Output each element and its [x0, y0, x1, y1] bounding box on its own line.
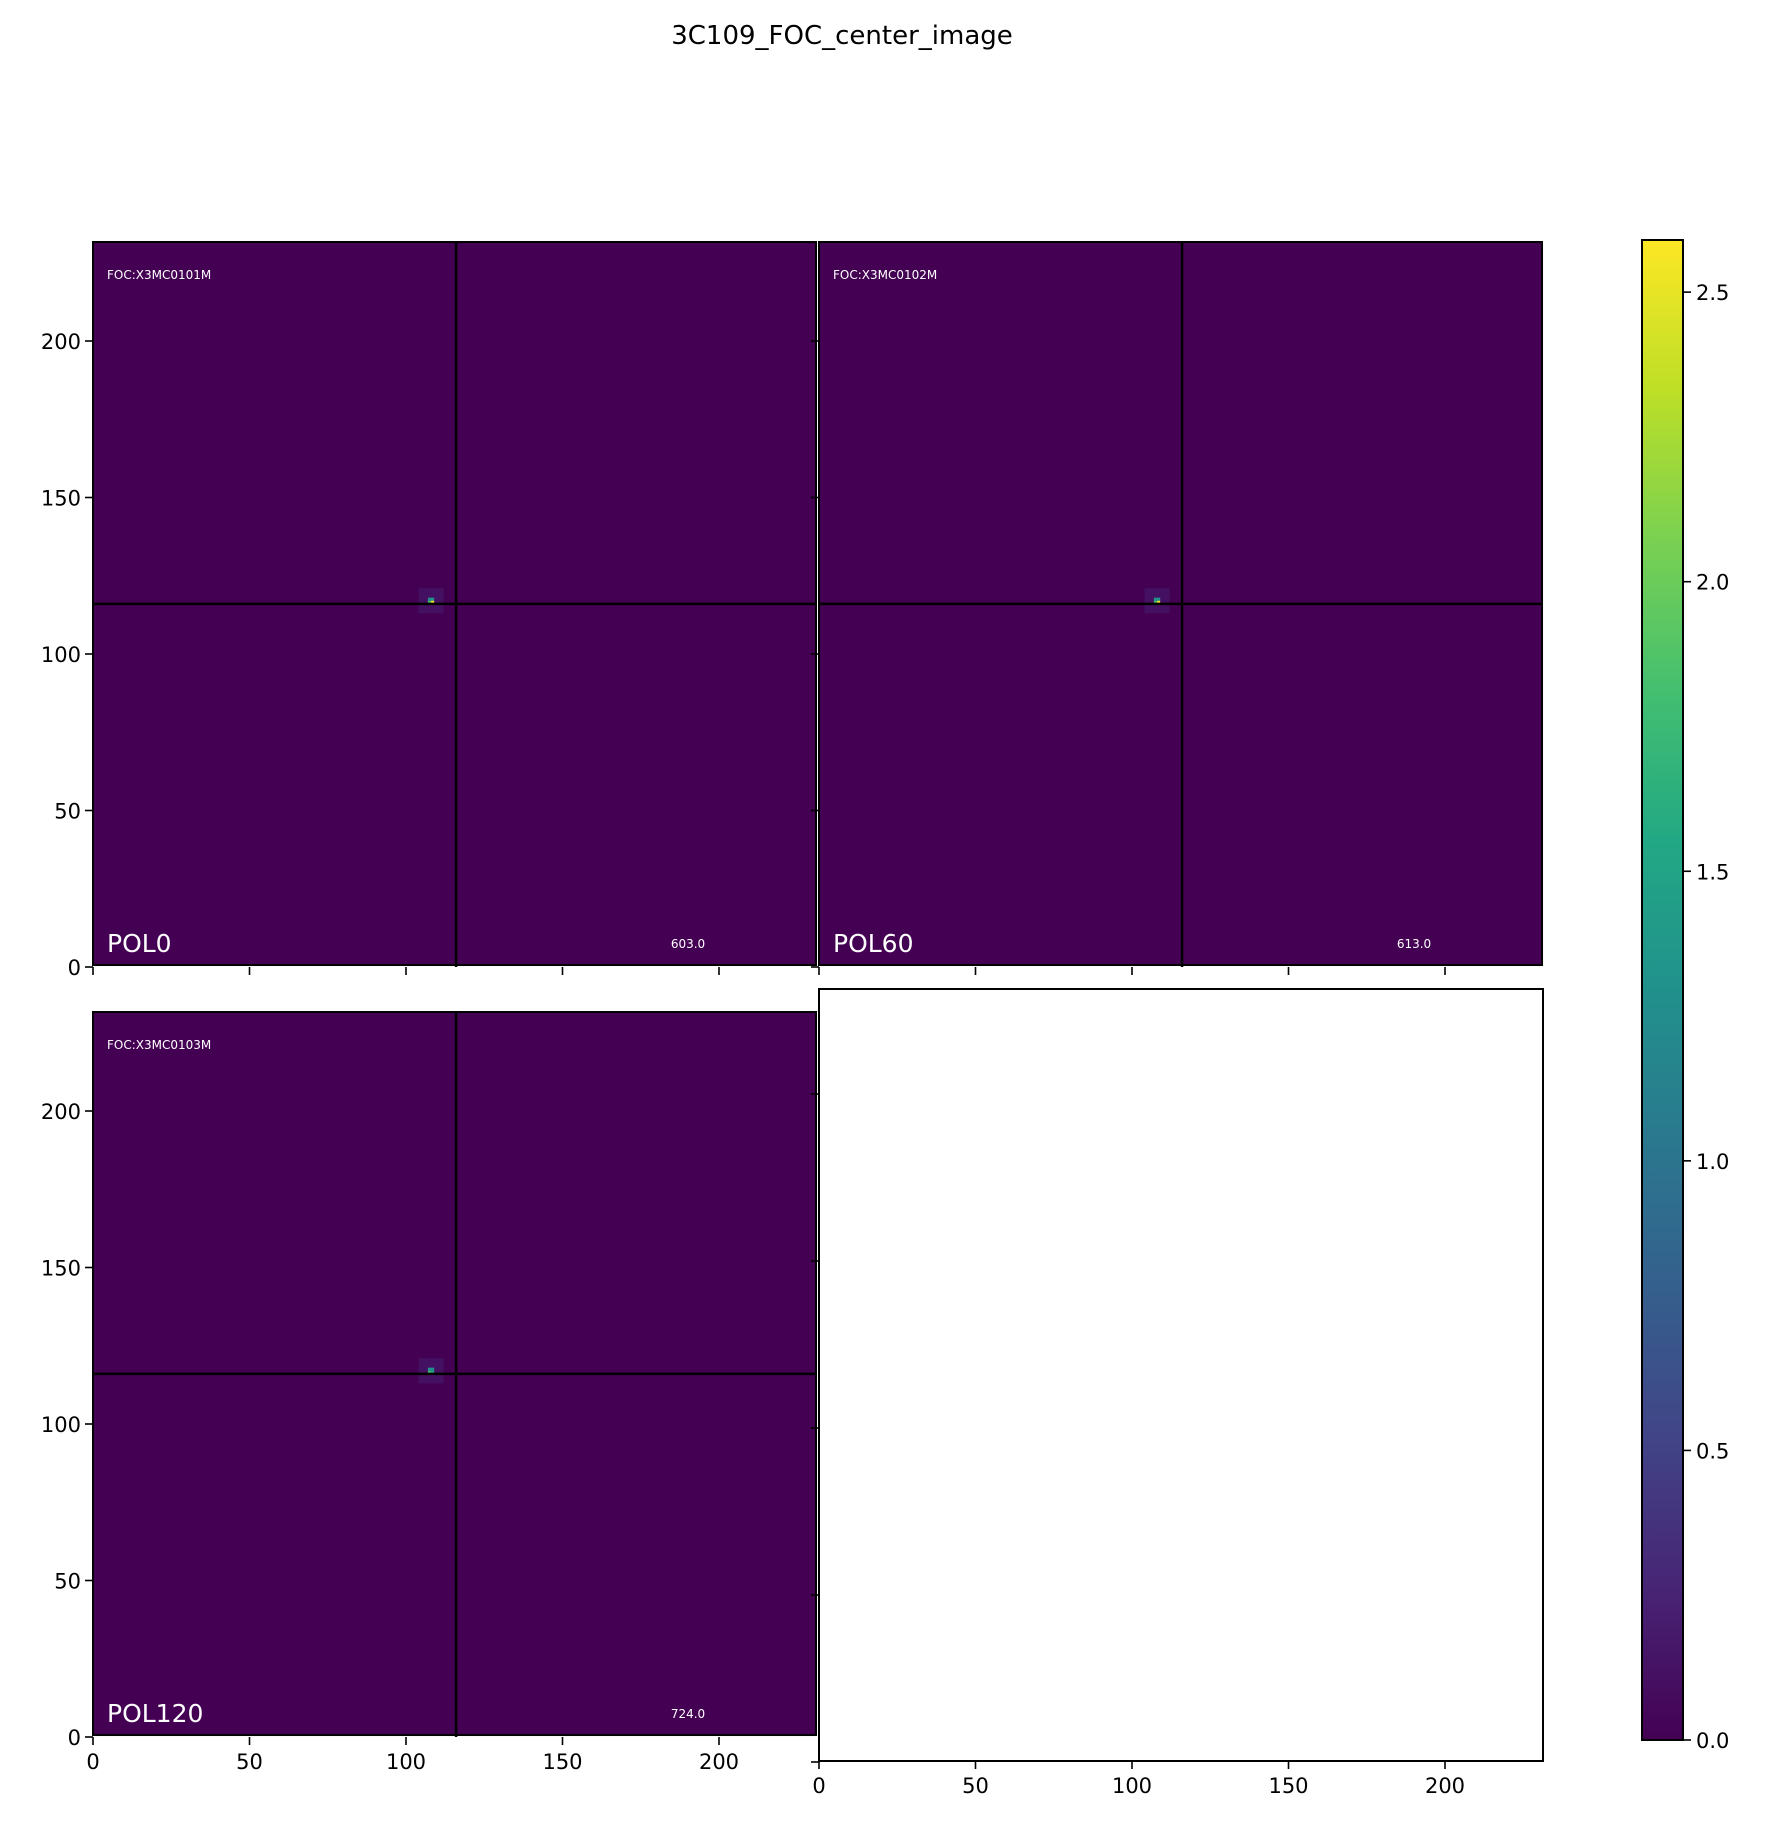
panel-filter-label: POL120	[107, 1699, 203, 1728]
y-tick-label: 150	[41, 487, 81, 511]
source-pixel	[427, 1370, 432, 1374]
source-peak	[431, 1370, 435, 1374]
y-tick-label: 200	[41, 1100, 81, 1124]
x-tick-label: 200	[699, 1750, 739, 1774]
y-tick-label: 100	[41, 643, 81, 667]
figure-title: 3C109_FOC_center_image	[671, 21, 1013, 51]
source-pixel	[427, 597, 435, 601]
axes-frame	[818, 241, 1544, 967]
colorbar-gradient	[1641, 239, 1684, 1741]
colorbar-tick-label: 0.0	[1696, 1729, 1729, 1753]
y-tick-label: 50	[54, 1570, 81, 1594]
y-tick-label: 200	[41, 330, 81, 354]
panel-filter-label: POL60	[833, 929, 914, 958]
x-tick-label: 0	[812, 1774, 825, 1798]
source-peak	[1157, 600, 1161, 604]
panel-value-label: 603.0	[671, 937, 705, 951]
colorbar-tick-label: 0.5	[1696, 1439, 1729, 1463]
panel-empty: 0 50 100 150 200	[811, 988, 1544, 1798]
y-tick-label: 150	[41, 1257, 81, 1281]
y-tick-label: 0	[68, 956, 81, 980]
source-pixel	[1153, 600, 1158, 604]
colorbar-tick-label: 1.5	[1696, 860, 1729, 884]
x-tick-label: 150	[1268, 1774, 1308, 1798]
x-tick-label: 100	[386, 1750, 426, 1774]
panel-filter-label: POL0	[107, 929, 172, 958]
source-pixel	[1153, 597, 1161, 601]
panel-POL0: FOC:X3MC0101M POL0 603.0 0 50 100 150 200	[41, 241, 818, 980]
panel-id-label: FOC:X3MC0102M	[833, 268, 937, 282]
panel-value-label: 724.0	[671, 1707, 705, 1721]
axes-frame	[818, 988, 1544, 1762]
panel-id-label: FOC:X3MC0101M	[107, 268, 211, 282]
x-tick-label: 100	[1112, 1774, 1152, 1798]
x-tick-label: 0	[86, 1750, 99, 1774]
panel-POL60: FOC:X3MC0102M POL60 613.0	[811, 241, 1544, 975]
axes-frame	[92, 241, 818, 967]
y-tick-label: 0	[68, 1726, 81, 1750]
x-tick-label: 150	[542, 1750, 582, 1774]
panel-value-label: 613.0	[1397, 937, 1431, 951]
source-pixel	[427, 1367, 435, 1371]
x-tick-label: 50	[962, 1774, 989, 1798]
panel-POL120: FOC:X3MC0103M POL120 724.0 0 50 100 150 200 0 50 1…	[41, 1011, 818, 1774]
axes-frame	[92, 1011, 818, 1737]
y-tick-label: 100	[41, 1413, 81, 1437]
colorbar-tick-label: 2.0	[1696, 571, 1729, 595]
x-tick-label: 50	[236, 1750, 263, 1774]
panel-id-label: FOC:X3MC0103M	[107, 1038, 211, 1052]
source-pixel	[427, 600, 432, 604]
x-tick-label: 200	[1425, 1774, 1465, 1798]
source-peak	[431, 600, 435, 604]
y-tick-label: 50	[54, 800, 81, 824]
colorbar: 0.0 0.5 1.0 1.5 2.0 2.5	[1641, 239, 1729, 1753]
colorbar-tick-label: 1.0	[1696, 1150, 1729, 1174]
colorbar-tick-label: 2.5	[1696, 281, 1729, 305]
